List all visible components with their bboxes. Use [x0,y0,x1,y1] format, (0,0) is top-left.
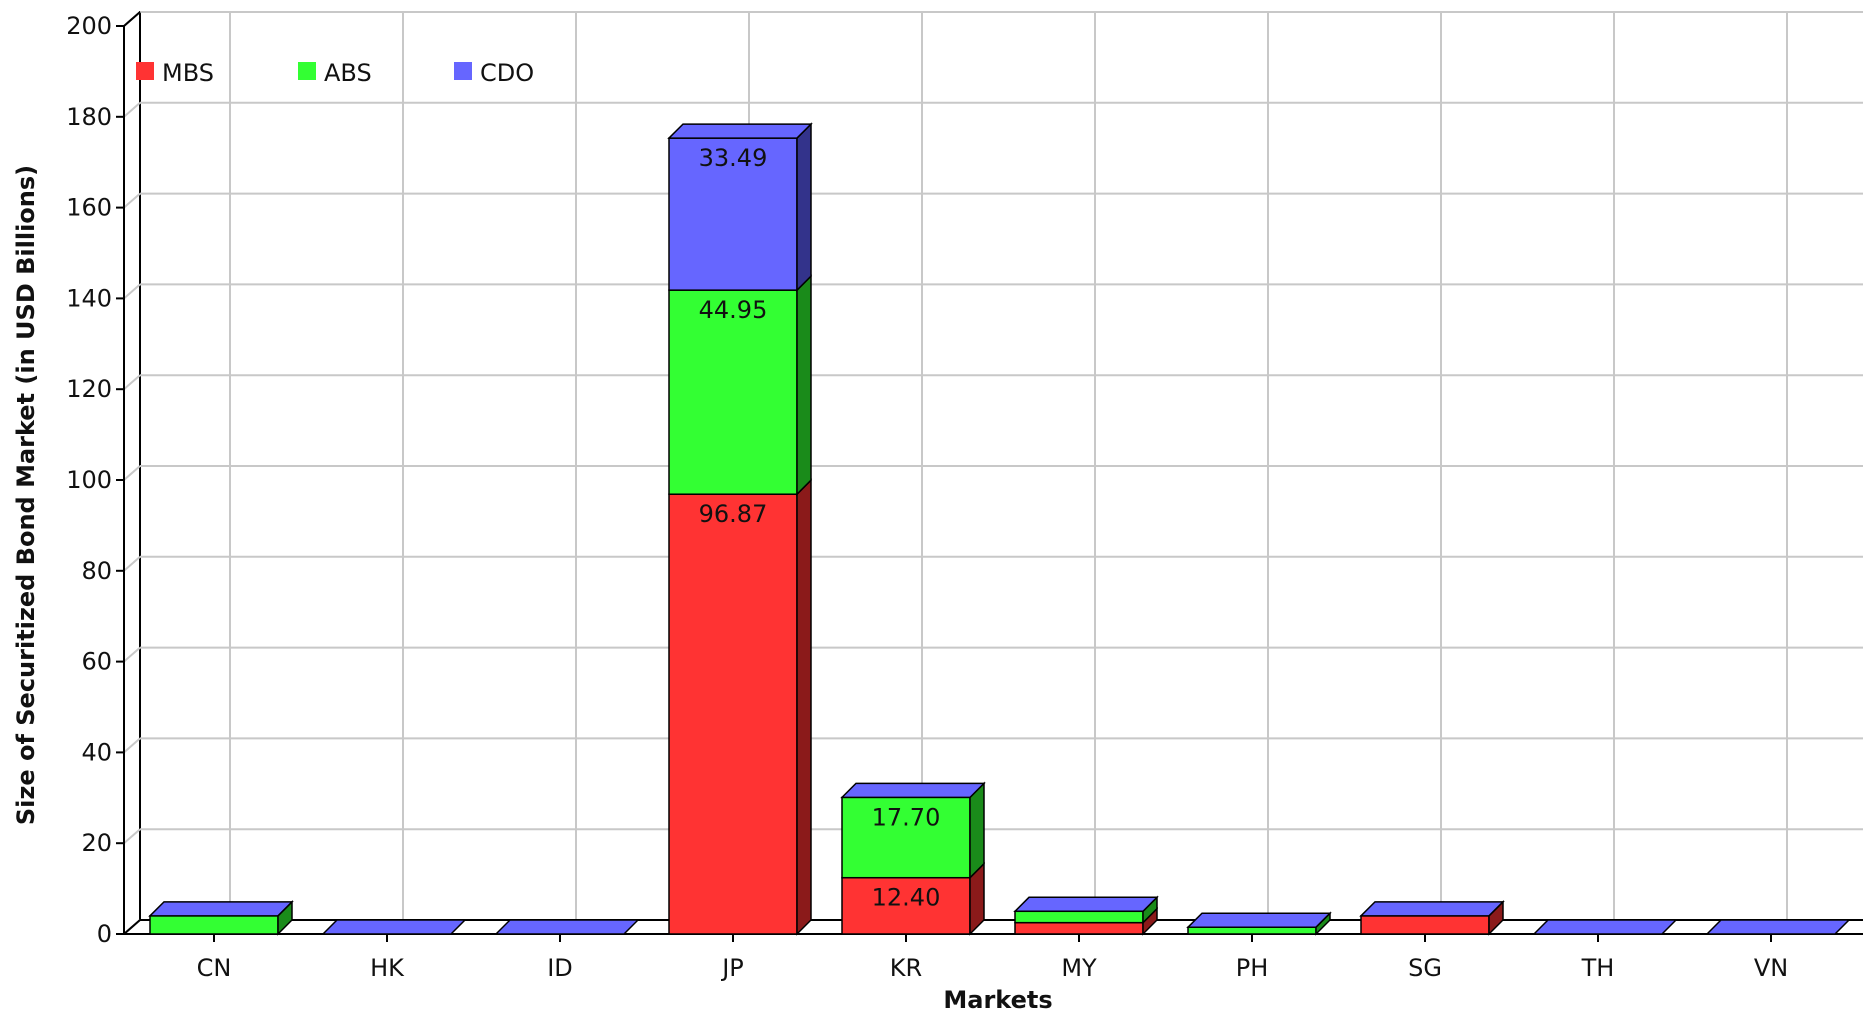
legend-label-cdo: CDO [480,59,534,87]
bar-top-cap [1186,912,1332,928]
gridline-diagonal [123,374,141,390]
bar-side-mbs [796,478,812,936]
bar-top-cap [494,919,640,935]
floor-connector [123,919,141,935]
bar-segment-mbs [841,876,971,935]
bar-top-cap [321,919,467,935]
bar-segment-abs [149,915,279,935]
gridline-diagonal [123,192,141,209]
bars [148,122,1851,936]
data-label: 33.49 [699,144,768,172]
bar-segment-abs [1014,910,1144,924]
gridline-diagonal [123,828,141,844]
legend-swatch-cdo [454,62,472,80]
x-tick-label: JP [720,954,744,982]
gridline-diagonal [123,283,141,300]
bar-top-cap [840,782,986,799]
bar-top-cap [1359,901,1505,917]
y-tick-label: 120 [66,375,112,403]
bar-top-cap [1013,896,1159,913]
x-tick-label: HK [370,954,405,982]
legend: MBS ABS CDO [136,59,534,87]
y-axis-top-connector [123,11,141,27]
x-tick-label: KR [890,954,922,982]
data-label: 17.70 [872,803,941,831]
bar-segment-cdo [668,137,798,291]
y-tick-label: 160 [66,194,112,222]
bar-top-cap [148,901,294,917]
y-axis-title: Size of Securitized Bond Market (in USD … [12,165,40,825]
grid-lines [123,11,1863,935]
x-tick-label: TH [1581,954,1615,982]
y-tick-label: 140 [66,284,112,312]
x-tick-label: SG [1408,954,1442,982]
data-labels: 33.49 44.95 96.87 17.70 12.40 [699,144,941,912]
x-tick-label: ID [547,954,573,982]
bar-side-cdo [796,122,812,292]
x-tick-label: PH [1236,954,1269,982]
legend-label-mbs: MBS [162,59,214,87]
y-tick-label: 0 [97,920,112,948]
y-tick-label: 40 [81,738,112,766]
y-tick-label: 200 [66,12,112,40]
bar-segment-abs [668,289,798,495]
bar-segment-mbs [1014,921,1144,935]
gridline-diagonal [123,556,141,572]
bar-side-abs [796,274,812,497]
x-axis-title: Markets [943,986,1052,1013]
x-tick-label: MY [1061,954,1097,982]
y-tick-label: 100 [66,466,112,494]
bar-top-cap [1532,919,1678,935]
gridline-diagonal [123,102,141,118]
y-tick-label: 80 [81,557,112,585]
x-tick-label: VN [1754,954,1788,982]
bar-segment-abs [1187,926,1317,935]
legend-swatch-abs [298,62,316,80]
axes: 0 20 40 60 80 100 120 140 160 180 200 CN HK ID JP KR MY P… [66,11,1863,982]
bar-top-cap [667,123,813,139]
y-tick-label: 60 [81,648,112,676]
gridline-diagonal [123,737,141,754]
bar-segment-mbs [1360,915,1490,935]
gridline-diagonal [123,646,141,663]
x-tick-label: CN [197,954,232,982]
gridline-diagonal [123,465,141,481]
data-label: 12.40 [872,884,941,912]
data-label: 44.95 [699,296,768,324]
bar-segment-mbs [668,493,798,935]
data-label: 96.87 [699,500,768,528]
legend-swatch-mbs [136,62,154,80]
bar-side-abs [969,781,985,880]
legend-label-abs: ABS [324,59,372,87]
bar-top-cap [1705,919,1851,935]
y-tick-label: 180 [66,103,112,131]
y-tick-label: 20 [81,829,112,857]
